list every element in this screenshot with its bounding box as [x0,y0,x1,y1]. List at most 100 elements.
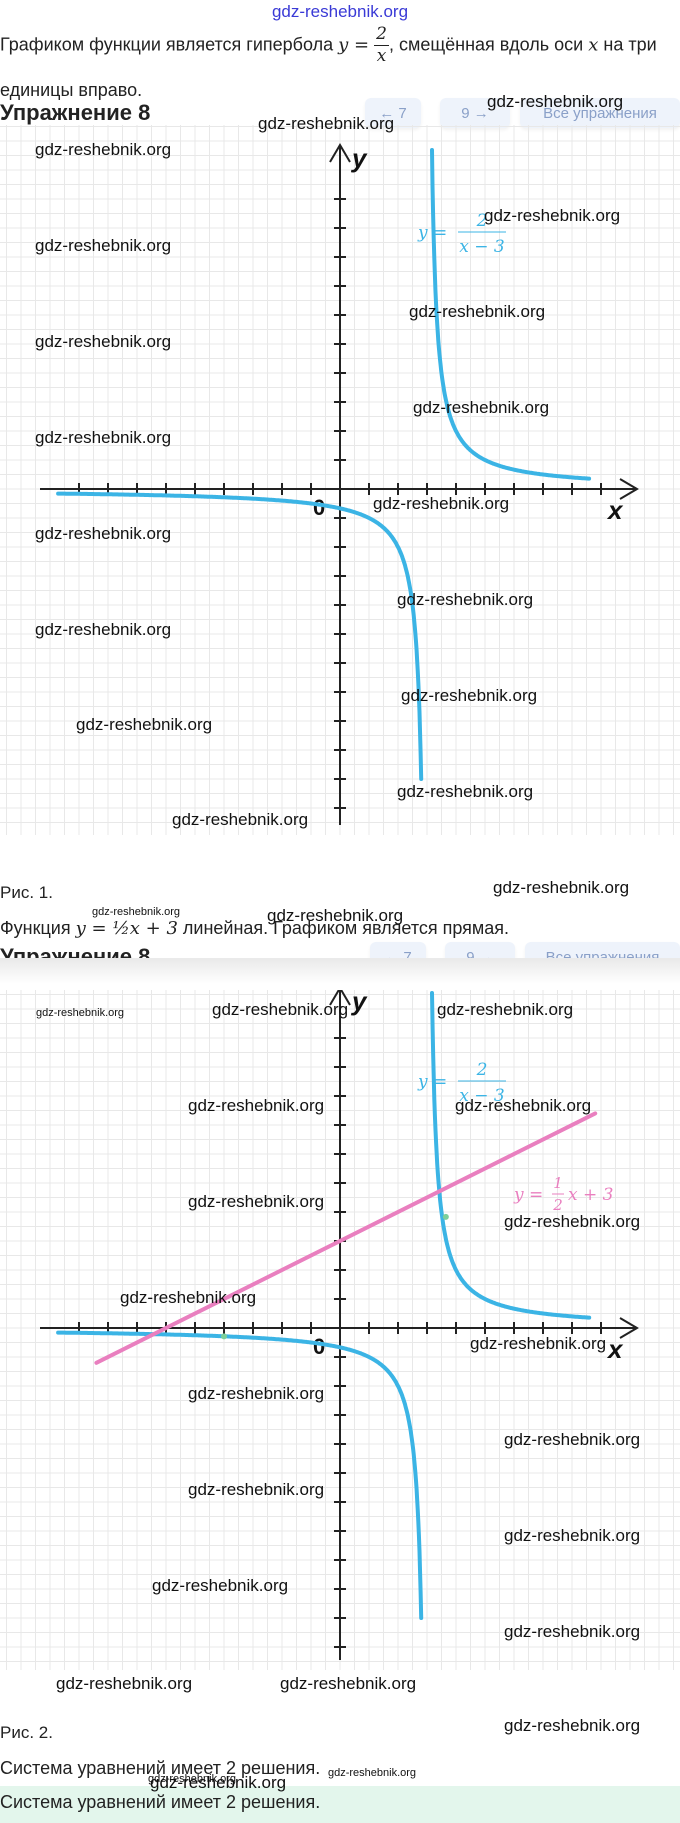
site-watermark-top: gdz-reshebnik.org [271,2,409,21]
site-watermark: gdz-reshebnik.org [504,1622,641,1641]
site-watermark: gdz-reshebnik.org [76,715,213,734]
site-watermark: gdz-reshebnik.org [35,620,172,639]
site-watermark: gdz-reshebnik.org [397,590,534,609]
site-watermark: gdz-reshebnik.org [188,1192,325,1211]
paragraph-text: линейная. Графиком является прямая. [177,918,510,938]
site-watermark: gdz-reshebnik.org [437,1000,574,1019]
site-watermark: gdz-reshebnik.org [35,428,172,447]
header-shadow [0,958,680,984]
hyperbola-left-branch [56,491,424,781]
site-watermark: gdz-reshebnik.org [504,1430,641,1449]
site-watermark: gdz-reshebnik.org [504,1526,641,1545]
site-watermark: gdz-reshebnik.org [413,398,550,417]
hyperbola-label-prefix: y = [417,223,447,243]
x-axis-arrow [619,1317,639,1339]
intersection-point [221,1333,227,1340]
figure-2-graph: x y 0 y = 2 x − 3 y = 1 2 x + 3 [0,990,680,1670]
x-axis-label: x [606,1334,624,1364]
hyperbola-right-branch [430,991,592,1320]
figure-1-graph: x y 0 y = 2 x − 3 [0,125,680,835]
answer-text: Система уравнений имеет 2 решения. [0,1792,321,1812]
hyperbola-left-branch [56,1330,424,1620]
intersection-point [442,1213,449,1220]
solution-paragraph-1: Графиком функции является гипербола y = … [0,26,657,65]
site-watermark: gdz-reshebnik.org [493,878,630,897]
site-watermark: gdz-reshebnik.org [150,1773,287,1792]
line-label-denominator: 2 [552,1196,563,1214]
origin-label: 0 [313,495,325,520]
site-watermark: gdz-reshebnik.org [484,206,621,225]
site-watermark: gdz-reshebnik.org [212,1000,349,1019]
site-watermark: gdz-reshebnik.org [152,1576,289,1595]
y-axis-arrow [329,143,351,163]
line-label: y = 1 2 x + 3 [513,1174,613,1214]
paragraph-text: на три [598,34,657,55]
site-watermark: gdz-reshebnik.org [470,1334,607,1353]
x-axis-label: x [606,495,624,525]
math-formula: y = ½x + 3 [75,918,178,939]
figure-1-caption: Рис. 1. [0,883,53,902]
next-exercise-button[interactable]: 9 → [440,98,510,128]
site-watermark: gdz-reshebnik.org [401,686,538,705]
site-watermark: gdz-reshebnik.org [267,906,404,925]
site-watermark-small: gdz-reshebnik.org [148,1773,237,1785]
site-watermark: gdz-reshebnik.org [35,236,172,255]
hyperbola-label-denominator: x − 3 [459,237,504,257]
paragraph-text: Функция [0,918,76,938]
fraction-denominator: x [376,46,387,66]
site-watermark-small: gdz-reshebnik.org [328,1767,417,1779]
hyperbola-label-numerator: 2 [476,211,488,231]
site-watermark: gdz-reshebnik.org [56,1674,193,1693]
hyperbola-label: y = 2 x − 3 [417,211,506,257]
hyperbola-label-numerator: 2 [476,1060,488,1080]
line-label-suffix: x + 3 [568,1185,613,1205]
x-axis-arrow [619,478,639,500]
origin-label: 0 [313,1334,325,1359]
figure-2-caption: Рис. 2. [0,1723,53,1742]
curves: y = 2 x − 3 [56,148,592,781]
site-watermark-small: gdz-reshebnik.org [36,1007,125,1019]
line-label-numerator: 1 [553,1174,563,1192]
site-watermark: gdz-reshebnik.org [188,1096,325,1115]
solution-paragraph-1-line2: единицы вправо. [0,80,143,100]
hyperbola-label-prefix: y = [417,1072,447,1092]
site-watermark: gdz-reshebnik.org [258,114,395,133]
site-watermark: gdz-reshebnik.org [455,1096,592,1115]
site-watermark: gdz-reshebnik.org [188,1480,325,1499]
y-axis-label: y [350,990,368,1016]
site-watermark: gdz-reshebnik.org [188,1384,325,1403]
site-watermark: gdz-reshebnik.org [35,332,172,351]
y-axis-arrow [329,990,351,1006]
exercise-title: Упражнение 8 [0,100,151,125]
axes: x y 0 [40,143,639,825]
site-watermark-small: gdz-reshebnik.org [92,906,181,918]
axes: x y 0 [40,990,639,1660]
solution-paragraph-3: Система уравнений имеет 2 решения. [0,1758,321,1778]
site-watermark: gdz-reshebnik.org [504,1716,641,1735]
paragraph-text: , смещённая вдоль оси [388,34,589,55]
paragraph-text: Графиком функции является гипербола [0,34,339,55]
site-watermark: gdz-reshebnik.org [35,140,172,159]
site-watermark: gdz-reshebnik.org [172,810,309,829]
site-watermark: gdz-reshebnik.org [373,494,510,513]
fraction-numerator: 2 [374,24,389,46]
hyperbola-label-denominator: x − 3 [459,1086,504,1106]
prev-exercise-button[interactable]: ← 7 [365,98,421,128]
hyperbola-label: y = 2 x − 3 [417,1060,506,1106]
solution-paragraph-2: Функция y = ½x + 3 линейная. Графиком яв… [0,918,509,939]
site-watermark: gdz-reshebnik.org [35,524,172,543]
linear-function-line [94,1111,598,1365]
site-watermark: gdz-reshebnik.org [280,1674,417,1693]
line-label-prefix: y = [513,1185,543,1205]
site-watermark: gdz-reshebnik.org [409,302,546,321]
y-axis-label: y [350,143,368,173]
site-watermark: gdz-reshebnik.org [504,1212,641,1231]
site-watermark: gdz-reshebnik.org [397,782,534,801]
all-exercises-button[interactable]: Все упражнения [520,98,680,128]
answer-box [0,1786,680,1823]
math-y-eq: y = [338,34,370,56]
site-watermark: gdz-reshebnik.org [120,1288,257,1307]
site-watermark: gdz-reshebnik.org [487,92,624,111]
hyperbola-right-branch [430,148,592,481]
